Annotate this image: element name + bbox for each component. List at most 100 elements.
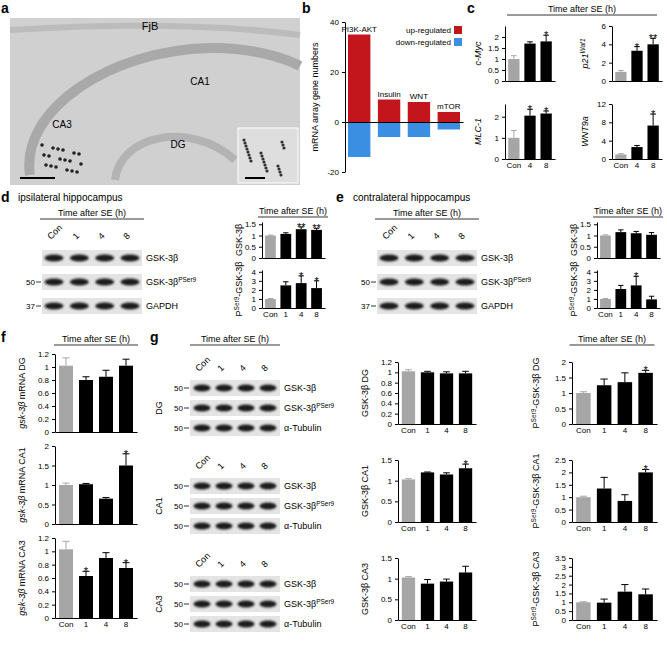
x-axis-line xyxy=(56,432,138,433)
bar xyxy=(348,35,370,123)
label-part: mRNA DG xyxy=(17,357,27,402)
x-axis: Con148 xyxy=(573,424,658,435)
header-rule xyxy=(54,345,138,346)
label-part: gsk-3β xyxy=(17,589,27,616)
y-tick-label: 0 xyxy=(45,520,50,529)
time-header: Time after SE (h) xyxy=(259,206,327,216)
error-bar xyxy=(580,601,587,603)
y-axis-title: GSK-3β xyxy=(569,224,579,256)
y-tick-mark xyxy=(594,272,597,273)
label-part: GSK-3β xyxy=(284,481,316,491)
blot-strip xyxy=(190,420,280,436)
y-tick: 0 xyxy=(335,118,345,127)
lane-label: Con xyxy=(380,223,399,242)
mw-tick xyxy=(184,624,189,625)
x-axis: Con148 xyxy=(399,620,477,631)
label-part: GSK-3β xyxy=(146,253,178,263)
y-tick-label: 1 xyxy=(252,232,257,241)
error-bar xyxy=(633,231,638,233)
lane-label: 4 xyxy=(237,461,248,472)
error-stem xyxy=(604,599,605,603)
y-tick: 2 xyxy=(252,286,262,295)
stained-cell xyxy=(244,144,247,147)
y-tick: 3.5 xyxy=(555,554,572,563)
y-tick: 0.8 xyxy=(38,561,55,570)
band-label: GSK-3β xyxy=(284,481,316,491)
y-axis-title: PSer9-GSK-3β CA3 xyxy=(530,552,541,627)
y-tick-mark xyxy=(259,281,262,282)
bar xyxy=(119,568,133,618)
lane-label: 8 xyxy=(456,231,467,242)
y-tick: 1.2 xyxy=(381,358,398,367)
y-tick-mark xyxy=(395,460,398,461)
error-stem xyxy=(604,477,605,488)
x-tick-label: 4 xyxy=(635,161,640,170)
y-axis: 00.511.5 xyxy=(245,220,263,263)
time-header: Time after SE (h) xyxy=(594,206,662,216)
bar xyxy=(508,138,519,159)
x-tick: 8 xyxy=(463,424,468,435)
y-tick-label: -20 xyxy=(327,168,339,177)
y-axis: 01234 xyxy=(587,268,598,313)
error-cap xyxy=(580,391,587,392)
stained-cell xyxy=(79,162,83,166)
error-bar xyxy=(63,358,70,366)
y-axis-line xyxy=(572,363,573,425)
error-cap xyxy=(462,371,469,372)
panel-letter: d xyxy=(1,189,10,205)
lane-label: 4 xyxy=(237,363,248,374)
lane-label: 8 xyxy=(259,363,270,374)
band xyxy=(193,523,210,530)
bar-chart: *00.511.52gsk-3β mRNA CA1 xyxy=(17,442,138,529)
band xyxy=(259,581,276,588)
y-tick-mark xyxy=(52,393,55,394)
x-axis-line xyxy=(263,258,326,259)
band xyxy=(215,483,232,490)
lane-label: 4 xyxy=(237,559,248,570)
stained-cell xyxy=(248,156,251,159)
error-cap xyxy=(268,235,273,236)
time-header: Time after SE (h) xyxy=(548,4,616,14)
y-tick-mark xyxy=(594,281,597,282)
region-label: CA1 xyxy=(190,76,210,87)
stained-cell xyxy=(260,154,263,157)
y-tick-label: 1 xyxy=(388,368,393,377)
marks xyxy=(402,464,472,522)
band xyxy=(45,303,64,310)
marks xyxy=(348,35,460,158)
band xyxy=(405,303,424,310)
x-tick: Con xyxy=(598,308,613,319)
bar xyxy=(459,373,472,424)
y-axis-line xyxy=(612,105,613,160)
mw-tick xyxy=(184,584,189,585)
bar xyxy=(576,393,591,424)
bar xyxy=(408,102,430,122)
bar xyxy=(119,466,133,525)
x-tick-label: 8 xyxy=(643,622,648,631)
y-tick-mark xyxy=(52,432,55,433)
lane-label: 1 xyxy=(406,231,417,242)
blot-strip xyxy=(190,400,280,416)
bar xyxy=(631,147,642,159)
x-tick: 8 xyxy=(649,308,654,319)
band xyxy=(237,425,254,432)
blot-strip xyxy=(190,498,280,514)
y-tick: 2 xyxy=(562,581,572,590)
bar-chart: *00.511.52c-Myc xyxy=(473,27,556,87)
error-cap xyxy=(580,601,587,602)
y-tick-label: 3 xyxy=(562,563,567,572)
bar xyxy=(647,126,658,159)
error-stem xyxy=(604,379,605,385)
y-tick-label: 3 xyxy=(252,277,257,286)
band xyxy=(193,581,210,588)
y-tick-label: 2 xyxy=(252,286,257,295)
bar xyxy=(265,236,276,259)
x-tick: Con xyxy=(576,620,591,631)
y-axis-line xyxy=(505,105,506,160)
y-tick-mark xyxy=(52,380,55,381)
y-tick: 1.2 xyxy=(38,350,55,359)
stained-cell xyxy=(278,170,281,173)
band xyxy=(121,303,140,310)
y-tick-label: 1 xyxy=(562,598,567,607)
error-bar xyxy=(511,56,517,59)
